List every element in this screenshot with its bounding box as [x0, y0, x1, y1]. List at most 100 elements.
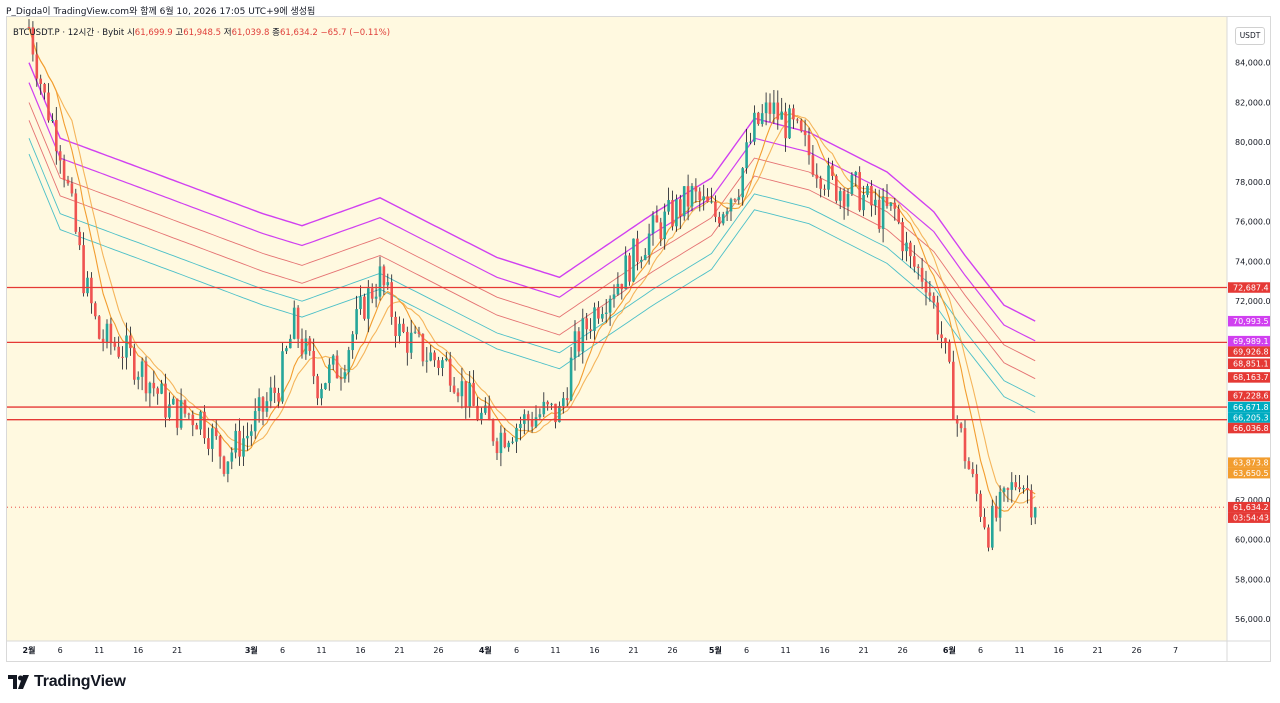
candle[interactable] [920, 258, 924, 290]
candle[interactable] [101, 329, 105, 352]
candle[interactable] [27, 19, 31, 29]
candle[interactable] [511, 437, 514, 445]
candle[interactable] [757, 111, 760, 126]
candle[interactable] [749, 132, 752, 145]
candle[interactable] [335, 350, 339, 379]
candle[interactable] [281, 342, 284, 404]
candle[interactable] [745, 128, 748, 174]
candle[interactable] [148, 381, 152, 408]
candle[interactable] [542, 392, 546, 418]
candle[interactable] [636, 230, 639, 271]
candle[interactable] [464, 381, 468, 419]
candle[interactable] [604, 299, 608, 323]
candle[interactable] [565, 387, 569, 406]
candle[interactable] [125, 322, 128, 370]
candle[interactable] [1014, 474, 1017, 491]
candle[interactable] [784, 102, 787, 152]
candle[interactable] [429, 344, 432, 362]
candle[interactable] [363, 293, 366, 321]
candle[interactable] [246, 422, 249, 451]
candle[interactable] [382, 264, 386, 296]
candle[interactable] [491, 418, 495, 446]
candle[interactable] [308, 335, 312, 356]
candle[interactable] [39, 74, 42, 95]
plot-background[interactable] [7, 17, 1227, 641]
candle[interactable] [507, 440, 510, 452]
candle[interactable] [616, 272, 620, 296]
candle[interactable] [347, 346, 351, 383]
candle[interactable] [1033, 507, 1037, 525]
candle[interactable] [109, 317, 113, 355]
candle[interactable] [655, 205, 659, 223]
candle[interactable] [940, 321, 943, 349]
candle[interactable] [296, 305, 300, 348]
candle[interactable] [858, 166, 861, 212]
candle[interactable] [893, 197, 897, 221]
candle[interactable] [70, 177, 74, 197]
candle[interactable] [417, 326, 421, 338]
candle[interactable] [242, 425, 245, 467]
candle[interactable] [90, 272, 93, 314]
candle[interactable] [437, 356, 440, 376]
candle[interactable] [74, 188, 78, 234]
candle[interactable] [179, 388, 183, 430]
candle[interactable] [643, 248, 647, 261]
candle[interactable] [803, 119, 807, 147]
candle[interactable] [1010, 472, 1014, 503]
candle[interactable] [663, 203, 666, 250]
candle[interactable] [760, 104, 764, 127]
candle[interactable] [160, 379, 163, 395]
candle[interactable] [975, 464, 978, 502]
candle[interactable] [515, 423, 518, 454]
candle[interactable] [593, 302, 596, 340]
candle[interactable] [796, 118, 799, 124]
candle[interactable] [952, 350, 955, 420]
candle[interactable] [815, 163, 819, 188]
candle[interactable] [476, 397, 479, 422]
candle[interactable] [885, 184, 889, 209]
candle[interactable] [733, 198, 737, 203]
candle[interactable] [819, 175, 822, 198]
candle[interactable] [460, 367, 464, 409]
candle[interactable] [530, 411, 534, 433]
candle[interactable] [897, 204, 900, 225]
candle[interactable] [597, 301, 600, 324]
candle[interactable] [741, 167, 744, 206]
candle[interactable] [682, 186, 686, 221]
candle[interactable] [55, 106, 58, 165]
candle[interactable] [569, 347, 573, 402]
candle[interactable] [718, 211, 721, 227]
candle[interactable] [425, 347, 429, 373]
candle[interactable] [433, 350, 436, 367]
candle[interactable] [250, 424, 253, 446]
candle[interactable] [647, 223, 651, 265]
candle[interactable] [343, 364, 347, 383]
candle[interactable] [390, 274, 393, 325]
candle[interactable] [725, 207, 729, 221]
candle[interactable] [971, 462, 975, 478]
candle[interactable] [253, 398, 257, 439]
chart-canvas[interactable]: 84,000.0 82,000.0 80,000.0 78,000.0 76,000.0… [7, 17, 1270, 661]
candle[interactable] [195, 422, 198, 430]
candle[interactable] [772, 89, 776, 124]
candle[interactable] [601, 306, 604, 322]
candle[interactable] [854, 170, 858, 187]
candle[interactable] [936, 295, 939, 341]
candle[interactable] [82, 232, 85, 297]
candle[interactable] [456, 388, 460, 403]
candle[interactable] [203, 405, 206, 444]
candle[interactable] [729, 197, 733, 221]
candle[interactable] [905, 231, 908, 262]
candle[interactable] [753, 105, 756, 146]
candle[interactable] [889, 202, 893, 211]
candle[interactable] [675, 194, 678, 232]
candle[interactable] [324, 382, 327, 390]
candle[interactable] [811, 145, 815, 177]
candle[interactable] [913, 245, 916, 273]
candle[interactable] [706, 188, 709, 203]
candle[interactable] [413, 325, 417, 334]
candle[interactable] [214, 419, 218, 440]
candle[interactable] [1018, 475, 1021, 493]
candle[interactable] [43, 82, 46, 100]
candle[interactable] [320, 383, 323, 406]
